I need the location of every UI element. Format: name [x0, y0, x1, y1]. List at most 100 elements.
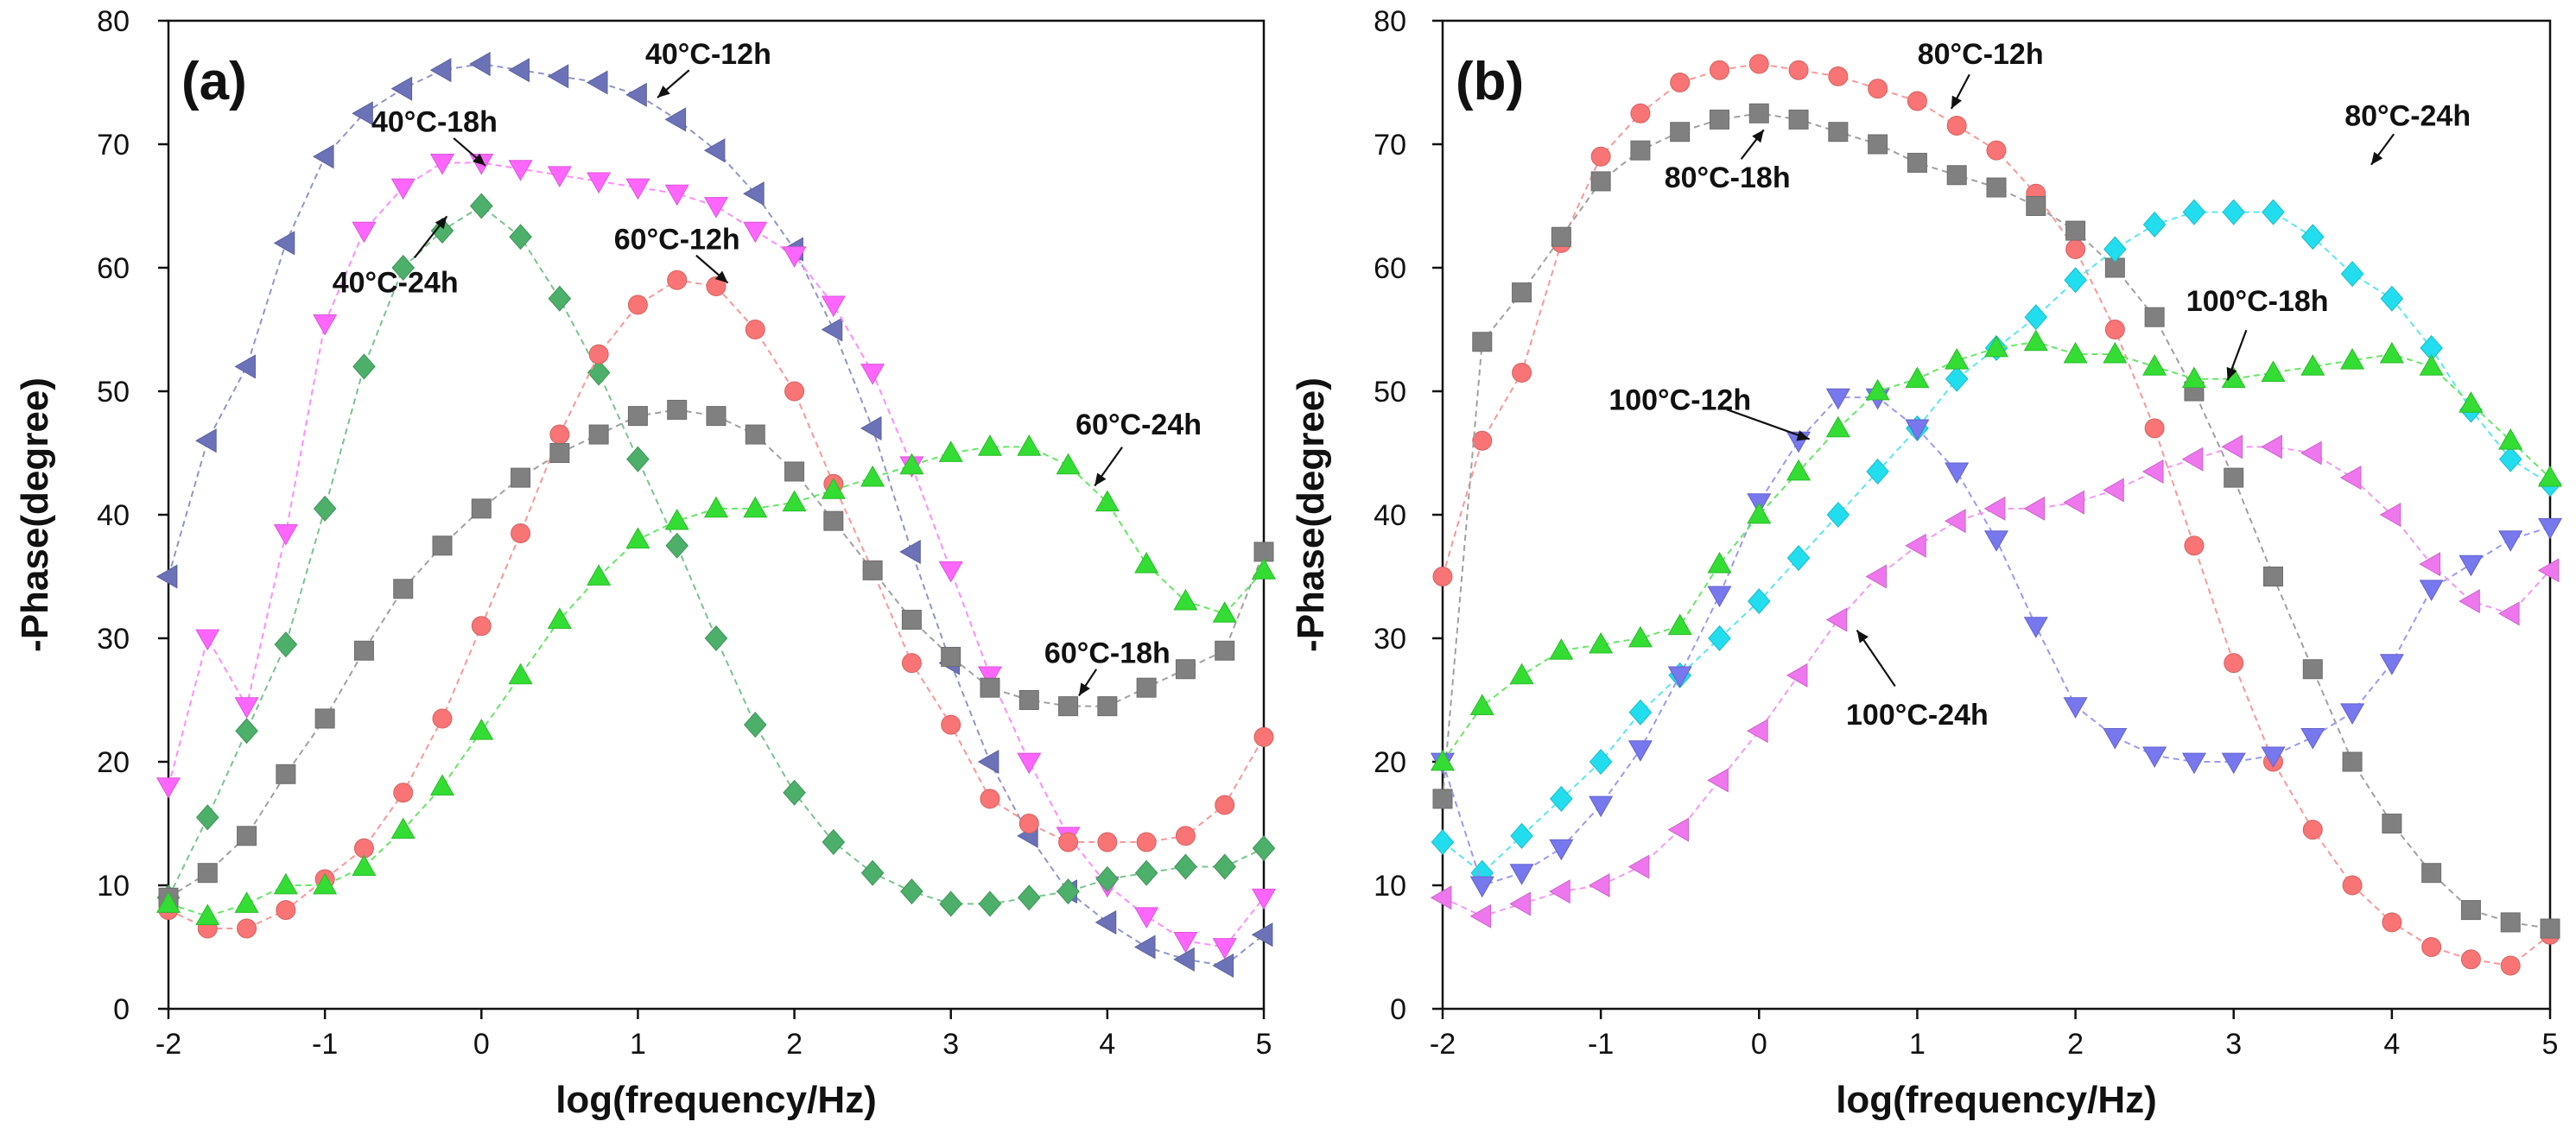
y-axis-label: -Phase(degree) [14, 377, 56, 652]
data-point [2498, 530, 2523, 552]
data-point [313, 872, 338, 895]
y-tick-label: 0 [1390, 993, 1406, 1026]
data-point [1747, 719, 1768, 744]
series-line [168, 205, 1265, 905]
data-point [2262, 199, 2285, 225]
data-point [429, 774, 455, 795]
data-point [276, 764, 296, 784]
data-point [1945, 509, 1966, 534]
data-point [1173, 947, 1195, 972]
data-point [1907, 91, 1927, 111]
data-point [1251, 922, 1273, 947]
data-point [1983, 530, 2009, 552]
data-point [1512, 282, 1532, 303]
data-point [1825, 415, 1850, 438]
annotation-label: 100°C-18h [2186, 285, 2329, 318]
data-point [548, 285, 572, 312]
annotation-label: 40°C-18h [371, 106, 498, 139]
data-point [1710, 60, 1729, 80]
data-point [938, 440, 963, 462]
data-point [2263, 567, 2283, 586]
annotation: 100°C-12h [1608, 383, 1811, 441]
data-point [390, 178, 416, 200]
data-point [664, 508, 689, 530]
y-tick-label: 70 [1374, 129, 1406, 162]
data-point [430, 218, 454, 244]
annotation: 80°C-12h [1918, 38, 2044, 110]
data-point [1826, 501, 1850, 529]
data-point [625, 82, 647, 107]
data-point [1175, 826, 1196, 846]
data-point [1589, 795, 1614, 818]
data-point [1986, 177, 2007, 198]
data-point [2144, 418, 2165, 439]
data-point [1018, 690, 1039, 710]
panel-label: (a) [181, 52, 247, 111]
x-axis-label: log(frequency/Hz) [555, 1079, 877, 1121]
data-point [2382, 814, 2402, 833]
data-point [1627, 625, 1653, 648]
data-point [782, 490, 807, 512]
data-point [703, 496, 729, 518]
data-point [1945, 348, 1970, 370]
data-point [2300, 440, 2322, 466]
data-point [860, 859, 885, 886]
data-point [469, 51, 491, 77]
data-point [547, 166, 572, 187]
data-point [1512, 363, 1532, 383]
data-point [1056, 878, 1080, 905]
data-point [353, 640, 374, 661]
annotation-arrow-head [435, 216, 447, 230]
data-point [977, 749, 999, 775]
data-point [899, 539, 921, 564]
annotation: 100°C-18h [2186, 285, 2329, 381]
x-tick-label: 5 [1256, 1028, 1272, 1061]
data-point [432, 535, 453, 556]
data-point [665, 532, 689, 559]
data-point [2222, 199, 2246, 225]
data-point [860, 465, 885, 487]
data-point [2421, 863, 2442, 884]
data-point [313, 495, 337, 522]
data-point [471, 498, 492, 519]
data-point [1550, 785, 1573, 812]
data-point [352, 101, 373, 126]
data-point [1133, 935, 1156, 960]
y-tick-label: 80 [1374, 5, 1406, 38]
data-point [1708, 624, 1731, 652]
data-point [1588, 872, 1610, 898]
series-40-c-24h [156, 193, 1276, 917]
data-point [2302, 820, 2323, 840]
data-point [901, 610, 922, 631]
data-point [2184, 535, 2205, 556]
y-axis-label: -Phase(degree) [1290, 377, 1332, 652]
y-tick-label: 0 [113, 993, 130, 1026]
data-point [626, 446, 650, 472]
series-60-c-18h [158, 399, 1274, 908]
data-point [2181, 752, 2206, 775]
data-point [664, 184, 689, 206]
data-point [2181, 447, 2204, 472]
data-point [743, 181, 765, 206]
data-point [1868, 79, 1888, 99]
data-point [1058, 832, 1079, 852]
data-point [274, 631, 298, 658]
data-point [1788, 60, 1809, 80]
data-point [782, 246, 807, 268]
data-point [2340, 261, 2364, 288]
data-point [1549, 638, 1574, 660]
data-point [1212, 601, 1237, 623]
annotation-arrow-head [2370, 151, 2383, 165]
data-point [1469, 903, 1492, 928]
annotation-label: 40°C-24h [333, 267, 459, 300]
data-point [508, 160, 533, 181]
data-point [2063, 490, 2084, 515]
data-point [2300, 354, 2325, 376]
data-point [1215, 640, 1235, 661]
series-40-c-18h [155, 154, 1277, 960]
data-point [234, 891, 259, 913]
data-point [703, 197, 729, 219]
annotation-arrow-head [1856, 630, 1869, 643]
x-tick-label: 1 [1909, 1028, 1926, 1061]
data-point [901, 653, 922, 674]
